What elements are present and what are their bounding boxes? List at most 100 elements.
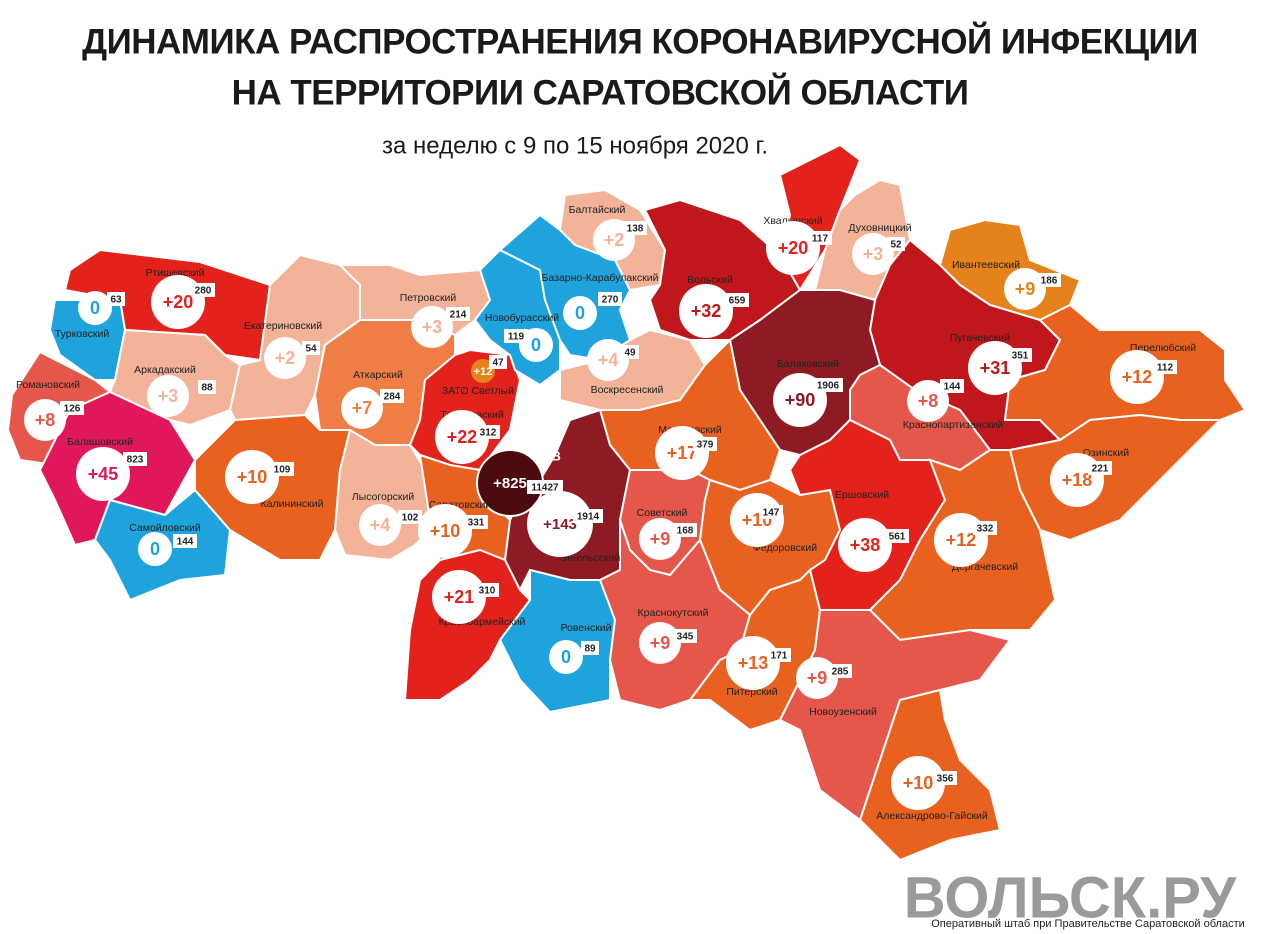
increase-value: +12 bbox=[474, 366, 493, 378]
region-name: Калининский bbox=[261, 498, 324, 510]
increase-badge bbox=[264, 337, 306, 379]
total-value: 144 bbox=[944, 382, 961, 393]
total-badge bbox=[759, 505, 783, 519]
region-name: Балтайский bbox=[569, 204, 626, 216]
increase-value: +20 bbox=[778, 238, 809, 258]
increase-value: +2 bbox=[275, 348, 296, 368]
total-value: 89 bbox=[584, 644, 596, 655]
total-value: 1914 bbox=[577, 512, 600, 523]
total-badge bbox=[1037, 273, 1061, 287]
total-badge bbox=[476, 425, 500, 439]
title-line: НА ТЕРРИТОРИИ САРАТОВСКОЙ ОБЛАСТИ bbox=[232, 72, 969, 112]
total-value: 49 bbox=[624, 348, 636, 359]
total-badge bbox=[813, 378, 843, 392]
total-badge bbox=[725, 293, 749, 307]
increase-value: +9 bbox=[650, 529, 671, 549]
increase-badge bbox=[838, 518, 892, 572]
total-badge bbox=[887, 237, 905, 251]
increase-value: 0 bbox=[561, 647, 571, 667]
total-badge bbox=[673, 629, 697, 643]
region-name: Перелюбский bbox=[1130, 342, 1196, 354]
increase-badge bbox=[341, 387, 383, 429]
region-name: Балашовский bbox=[67, 436, 133, 448]
increase-value: +13 bbox=[738, 653, 769, 673]
region-name: Федоровский bbox=[753, 542, 817, 554]
total-badge bbox=[1088, 461, 1112, 475]
total-badge bbox=[621, 345, 639, 359]
increase-value: +10 bbox=[903, 773, 934, 793]
total-value: 112 bbox=[1157, 363, 1174, 374]
increase-badge bbox=[891, 756, 945, 810]
total-value: 356 bbox=[937, 774, 954, 785]
total-value: 47 bbox=[492, 358, 504, 369]
increase-badge bbox=[138, 532, 172, 566]
total-value: 117 bbox=[812, 234, 829, 245]
increase-value: +32 bbox=[691, 301, 722, 321]
increase-badge bbox=[411, 306, 453, 348]
total-value: 186 bbox=[1041, 276, 1058, 287]
increase-badge bbox=[1110, 350, 1164, 404]
increase-value: +4 bbox=[598, 350, 619, 370]
increase-value: +3 bbox=[863, 244, 884, 264]
total-value: 138 bbox=[627, 224, 644, 235]
increase-value: +9 bbox=[807, 668, 828, 688]
total-badge bbox=[107, 292, 125, 306]
total-badge bbox=[1008, 348, 1032, 362]
total-value: 126 bbox=[64, 404, 81, 415]
increase-badge bbox=[527, 491, 593, 557]
total-value: 312 bbox=[480, 428, 497, 439]
increase-badge bbox=[766, 221, 820, 275]
total-badge bbox=[123, 452, 147, 466]
total-value: 561 bbox=[889, 532, 906, 543]
total-badge bbox=[940, 379, 964, 393]
region-name: Ершовский bbox=[835, 489, 889, 501]
region-name: Советский bbox=[637, 507, 688, 519]
increase-badge bbox=[432, 570, 486, 624]
increase-value: +22 bbox=[447, 427, 478, 447]
total-badge bbox=[302, 341, 320, 355]
total-value: 63 bbox=[110, 295, 122, 306]
total-badge bbox=[464, 515, 488, 529]
increase-value: +45 bbox=[88, 464, 119, 484]
total-value: 54 bbox=[305, 344, 317, 355]
increase-badge bbox=[563, 296, 597, 330]
subtitle: за неделю с 9 по 15 ноября 2020 г. bbox=[382, 132, 768, 159]
region-name: Энгельсский bbox=[560, 552, 621, 564]
region-name: Ровенский bbox=[560, 622, 611, 634]
region-name: Александрово-Гайский bbox=[876, 810, 988, 822]
total-value: 144 bbox=[177, 537, 194, 548]
increase-value: +8 bbox=[918, 391, 939, 411]
total-value: 310 bbox=[479, 586, 496, 597]
total-value: 285 bbox=[832, 667, 849, 678]
total-value: 119 bbox=[508, 332, 525, 343]
total-value: 214 bbox=[450, 310, 467, 321]
total-badge bbox=[398, 510, 422, 524]
increase-value: +3 bbox=[422, 317, 443, 337]
increase-value: 0 bbox=[90, 298, 100, 318]
increase-badge bbox=[796, 657, 838, 699]
increase-badge bbox=[1004, 268, 1046, 310]
region-name: Ивантеевский bbox=[952, 259, 1020, 271]
region-name: Аткарский bbox=[353, 369, 403, 381]
total-value: 109 bbox=[274, 465, 291, 476]
increase-badge bbox=[587, 339, 629, 381]
title-line: ДИНАМИКА РАСПРОСТРАНЕНИЯ КОРОНАВИРУСНОЙ … bbox=[82, 21, 1198, 61]
increase-badge bbox=[726, 636, 780, 690]
region-name: Петровский bbox=[400, 292, 457, 304]
increase-value: +12 bbox=[946, 530, 977, 550]
increase-badge bbox=[418, 504, 472, 558]
total-badge bbox=[527, 480, 563, 494]
region-name: Турковский bbox=[55, 328, 110, 340]
increase-badge bbox=[907, 380, 949, 422]
total-value: 221 bbox=[1092, 464, 1109, 475]
increase-value: +9 bbox=[650, 633, 671, 653]
region-name: ЗАТО Светлый bbox=[442, 385, 514, 397]
total-badge bbox=[270, 462, 294, 476]
increase-badge bbox=[359, 504, 401, 546]
total-badge bbox=[198, 380, 216, 394]
region-name: Питерский bbox=[726, 686, 777, 698]
increase-badge bbox=[852, 233, 894, 275]
region-name: Лысогорский bbox=[352, 491, 415, 503]
